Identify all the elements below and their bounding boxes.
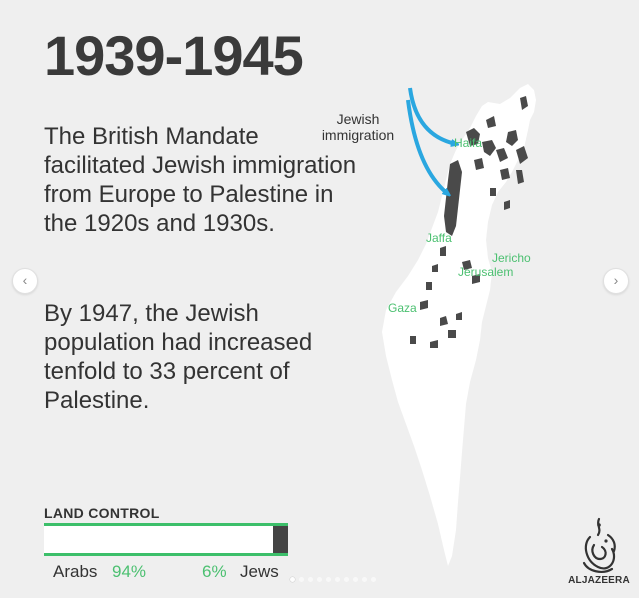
- land-control-title: LAND CONTROL: [44, 505, 160, 521]
- carousel-dot[interactable]: [326, 577, 331, 582]
- carousel-dot[interactable]: [335, 577, 340, 582]
- carousel-dot[interactable]: [290, 577, 295, 582]
- immigration-arrow-jaffa: [406, 99, 448, 194]
- aljazeera-logo-icon: [582, 517, 616, 573]
- carousel-dot[interactable]: [317, 577, 322, 582]
- carousel-dot[interactable]: [299, 577, 304, 582]
- aljazeera-logo-text: ALJAZEERA: [568, 575, 630, 586]
- palestine-outline: [382, 84, 536, 566]
- chevron-right-icon: ›: [613, 272, 619, 288]
- immigration-label-line2: immigration: [322, 127, 394, 143]
- paragraph-mandate: The British Mandate facilitated Jewish i…: [44, 123, 357, 237]
- carousel-dot[interactable]: [362, 577, 367, 582]
- jewish-land: [410, 96, 528, 348]
- place-label-jerusalem: Jerusalem: [458, 265, 513, 279]
- immigration-label-line1: Jewish: [337, 111, 380, 127]
- carousel-prev-button[interactable]: ‹: [12, 268, 38, 294]
- carousel-dots: [290, 577, 376, 582]
- place-label-jaffa: Jaffa: [426, 231, 452, 245]
- place-label-gaza: Gaza: [388, 301, 417, 315]
- carousel-dot[interactable]: [344, 577, 349, 582]
- land-control-bar: [44, 523, 288, 556]
- carousel-dot[interactable]: [371, 577, 376, 582]
- paragraph-population: By 1947, the Jewish population had incre…: [44, 300, 313, 414]
- slide-title: 1939-1945: [44, 24, 304, 87]
- legend-arabs-label: Arabs: [53, 562, 98, 581]
- place-label-jericho: Jericho: [492, 251, 531, 265]
- place-label-haifa: Haifa: [454, 136, 482, 150]
- legend-jews-pct: 6%: [202, 562, 227, 581]
- carousel-dot[interactable]: [308, 577, 313, 582]
- chevron-left-icon: ‹: [22, 272, 28, 288]
- land-control-jew-segment: [273, 526, 288, 553]
- legend-jews-label: Jews: [240, 562, 279, 581]
- immigration-arrow-haifa: [408, 87, 456, 144]
- land-control-arab-segment: [44, 526, 274, 553]
- legend-arabs-pct: 94%: [112, 562, 147, 581]
- carousel-next-button[interactable]: ›: [603, 268, 629, 294]
- carousel-dot[interactable]: [353, 577, 358, 582]
